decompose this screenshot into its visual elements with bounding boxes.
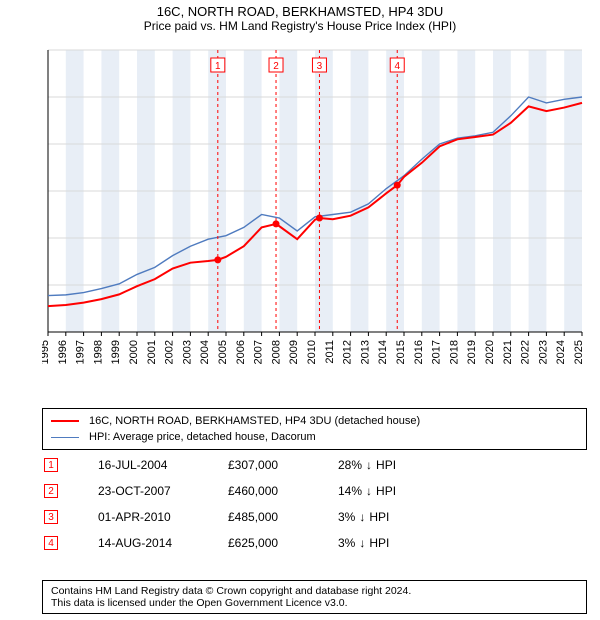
svg-text:2015: 2015 bbox=[395, 340, 407, 364]
svg-text:2: 2 bbox=[273, 61, 279, 72]
svg-text:2003: 2003 bbox=[181, 340, 193, 364]
svg-text:2009: 2009 bbox=[288, 340, 300, 364]
svg-text:1997: 1997 bbox=[75, 340, 87, 364]
legend-item-property: 16C, NORTH ROAD, BERKHAMSTED, HP4 3DU (d… bbox=[51, 413, 578, 429]
event-row: 3 01-APR-2010£485,0003% ↓ HPI bbox=[42, 504, 587, 530]
svg-text:1: 1 bbox=[215, 61, 221, 72]
svg-text:2023: 2023 bbox=[537, 340, 549, 364]
svg-text:2011: 2011 bbox=[324, 340, 336, 364]
legend-swatch-property bbox=[51, 420, 79, 422]
svg-text:1996: 1996 bbox=[57, 340, 69, 364]
svg-text:2005: 2005 bbox=[217, 340, 229, 364]
event-row: 4 14-AUG-2014£625,0003% ↓ HPI bbox=[42, 530, 587, 556]
svg-text:2008: 2008 bbox=[270, 340, 282, 364]
svg-text:2000: 2000 bbox=[128, 340, 140, 364]
event-date: 23-OCT-2007 bbox=[98, 484, 228, 498]
svg-text:2004: 2004 bbox=[199, 340, 211, 364]
chart-container: 16C, NORTH ROAD, BERKHAMSTED, HP4 3DU Pr… bbox=[0, 0, 600, 620]
event-marker: 2 bbox=[44, 484, 58, 498]
legend-label-property: 16C, NORTH ROAD, BERKHAMSTED, HP4 3DU (d… bbox=[89, 415, 420, 427]
svg-text:2018: 2018 bbox=[448, 340, 460, 364]
event-price: £625,000 bbox=[228, 536, 338, 550]
svg-text:4: 4 bbox=[394, 61, 400, 72]
event-delta: 28% ↓ HPI bbox=[338, 458, 458, 472]
chart-area: £0£200K£400K£600K£800K£1M£1.2M1995199619… bbox=[42, 44, 587, 374]
event-delta: 3% ↓ HPI bbox=[338, 510, 458, 524]
titles: 16C, NORTH ROAD, BERKHAMSTED, HP4 3DU Pr… bbox=[0, 0, 600, 33]
event-delta: 3% ↓ HPI bbox=[338, 536, 458, 550]
legend-item-hpi: HPI: Average price, detached house, Daco… bbox=[51, 429, 578, 445]
legend-swatch-hpi bbox=[51, 437, 79, 438]
legend-label-hpi: HPI: Average price, detached house, Daco… bbox=[89, 431, 316, 443]
svg-text:2022: 2022 bbox=[520, 340, 532, 364]
footer: Contains HM Land Registry data © Crown c… bbox=[42, 580, 587, 614]
event-marker: 3 bbox=[44, 510, 58, 524]
svg-text:2012: 2012 bbox=[342, 340, 354, 364]
event-date: 01-APR-2010 bbox=[98, 510, 228, 524]
svg-text:3: 3 bbox=[317, 61, 323, 72]
svg-text:1999: 1999 bbox=[110, 340, 122, 364]
svg-text:2016: 2016 bbox=[413, 340, 425, 364]
arrow-down-icon: ↓ bbox=[366, 458, 372, 472]
svg-text:2025: 2025 bbox=[573, 340, 585, 364]
event-table: 1 16-JUL-2004£307,00028% ↓ HPI 2 23-OCT-200… bbox=[42, 452, 587, 556]
svg-text:2013: 2013 bbox=[359, 340, 371, 364]
legend: 16C, NORTH ROAD, BERKHAMSTED, HP4 3DU (d… bbox=[42, 408, 587, 450]
svg-text:1995: 1995 bbox=[42, 340, 51, 364]
footer-line2: This data is licensed under the Open Gov… bbox=[51, 597, 578, 609]
svg-text:2020: 2020 bbox=[484, 340, 496, 364]
svg-text:2024: 2024 bbox=[555, 340, 567, 364]
svg-text:2007: 2007 bbox=[253, 340, 265, 364]
event-price: £307,000 bbox=[228, 458, 338, 472]
event-date: 14-AUG-2014 bbox=[98, 536, 228, 550]
svg-text:2014: 2014 bbox=[377, 340, 389, 364]
chart-svg: £0£200K£400K£600K£800K£1M£1.2M1995199619… bbox=[42, 44, 587, 374]
event-row: 2 23-OCT-2007£460,00014% ↓ HPI bbox=[42, 478, 587, 504]
event-marker: 1 bbox=[44, 458, 58, 472]
chart-subtitle: Price paid vs. HM Land Registry's House … bbox=[0, 19, 600, 33]
svg-text:2019: 2019 bbox=[466, 340, 478, 364]
svg-text:2006: 2006 bbox=[235, 340, 247, 364]
event-price: £460,000 bbox=[228, 484, 338, 498]
arrow-down-icon: ↓ bbox=[366, 484, 372, 498]
chart-title: 16C, NORTH ROAD, BERKHAMSTED, HP4 3DU bbox=[0, 4, 600, 19]
event-row: 1 16-JUL-2004£307,00028% ↓ HPI bbox=[42, 452, 587, 478]
event-marker: 4 bbox=[44, 536, 58, 550]
svg-text:2010: 2010 bbox=[306, 340, 318, 364]
footer-line1: Contains HM Land Registry data © Crown c… bbox=[51, 585, 578, 597]
event-delta: 14% ↓ HPI bbox=[338, 484, 458, 498]
svg-text:1998: 1998 bbox=[92, 340, 104, 364]
svg-text:2021: 2021 bbox=[502, 340, 514, 364]
svg-text:2001: 2001 bbox=[146, 340, 158, 364]
svg-text:2017: 2017 bbox=[431, 340, 443, 364]
event-price: £485,000 bbox=[228, 510, 338, 524]
arrow-down-icon: ↓ bbox=[359, 510, 365, 524]
arrow-down-icon: ↓ bbox=[359, 536, 365, 550]
event-date: 16-JUL-2004 bbox=[98, 458, 228, 472]
svg-text:2002: 2002 bbox=[164, 340, 176, 364]
